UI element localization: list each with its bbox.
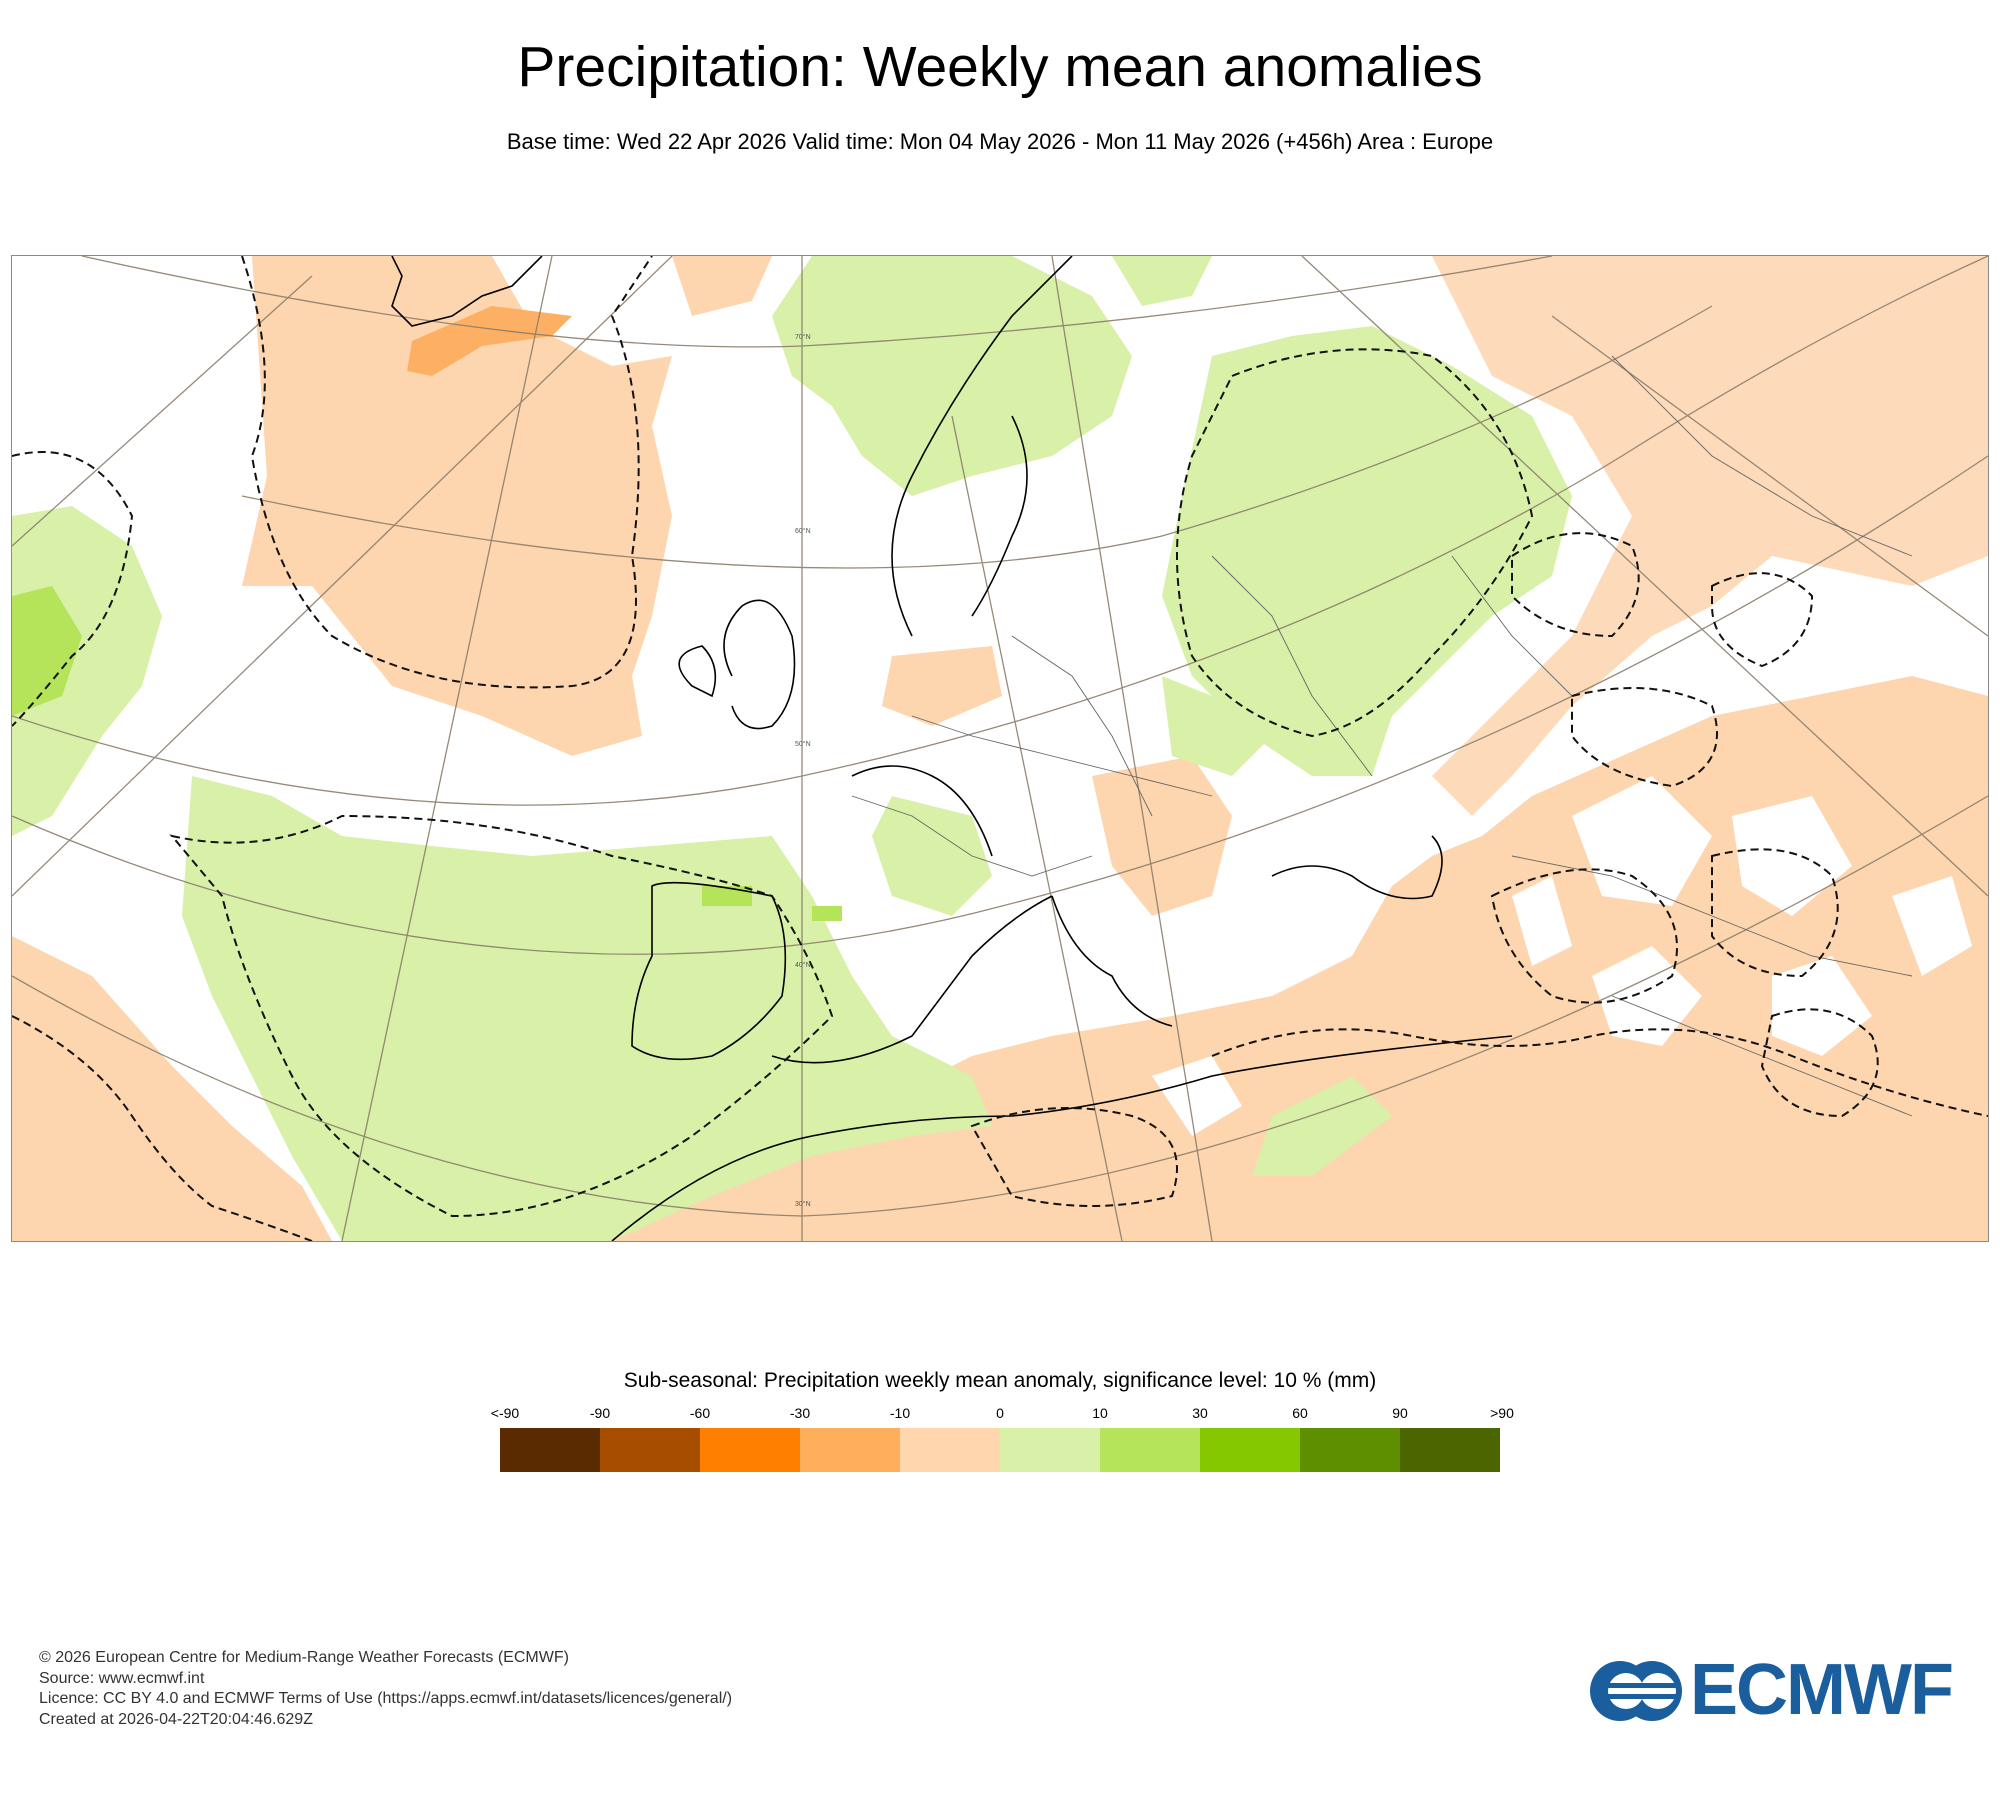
legend-tick: 10 xyxy=(1092,1405,1108,1421)
lat-label-70: 70°N xyxy=(795,334,811,341)
legend-swatch-0 xyxy=(500,1428,600,1472)
licence-line: Licence: CC BY 4.0 and ECMWF Terms of Us… xyxy=(39,1690,733,1707)
legend-title: Sub-seasonal: Precipitation weekly mean … xyxy=(623,1369,1377,1392)
chart-subtitle: Base time: Wed 22 Apr 2026 Valid time: M… xyxy=(506,129,1494,154)
created-line: Created at 2026-04-22T20:04:46.629Z xyxy=(39,1710,313,1728)
anomaly-map: 70°N 60°N 50°N 40°N 30°N xyxy=(11,255,1989,1242)
legend-swatch-6 xyxy=(1100,1428,1200,1472)
lat-label-40: 40°N xyxy=(795,962,811,969)
coastlines xyxy=(391,256,1513,1241)
ecmwf-logo-text: ECMWF xyxy=(1690,1650,1954,1730)
legend-swatch-1 xyxy=(600,1428,700,1472)
legend-swatch-5 xyxy=(1000,1428,1100,1472)
legend-swatch-3 xyxy=(800,1428,900,1472)
graticule xyxy=(12,256,1988,1241)
legend-swatch-9 xyxy=(1400,1428,1500,1472)
legend-tick: 90 xyxy=(1392,1405,1408,1421)
dry-medium-areas xyxy=(407,306,572,376)
legend-tick: -10 xyxy=(889,1405,911,1421)
lat-label-50: 50°N xyxy=(795,741,811,748)
legend-tick: -90 xyxy=(589,1405,611,1421)
legend-tick: 60 xyxy=(1292,1405,1308,1421)
wet-anomaly-areas xyxy=(12,256,1572,1241)
neutral-patches xyxy=(1152,776,1972,1136)
lat-label-60: 60°N xyxy=(795,528,811,535)
legend-swatch-4 xyxy=(900,1428,1000,1472)
legend-tick: 0 xyxy=(996,1405,1004,1421)
footer: © 2026 European Centre for Medium-Range … xyxy=(39,1648,732,1730)
legend-tick: -60 xyxy=(689,1405,711,1421)
legend-colorbar xyxy=(500,1428,1500,1472)
chart-title: Precipitation: Weekly mean anomalies xyxy=(517,35,1483,99)
legend-ticks: <-90 -90 -60 -30 -10 0 10 30 60 90 >90 xyxy=(491,1405,1514,1425)
legend-tick: -30 xyxy=(789,1405,811,1421)
ecmwf-logo: ECMWF xyxy=(1588,1650,1968,1730)
legend-swatch-8 xyxy=(1300,1428,1400,1472)
legend-swatch-2 xyxy=(700,1428,800,1472)
legend-tick: 30 xyxy=(1192,1405,1208,1421)
ecmwf-logo-icon xyxy=(1590,1661,1682,1721)
legend-tick: >90 xyxy=(1490,1405,1514,1421)
significance-contours xyxy=(12,256,1988,1241)
legend-swatch-7 xyxy=(1200,1428,1300,1472)
source-line: Source: www.ecmwf.int xyxy=(39,1669,205,1687)
wet-medium-areas xyxy=(12,586,842,921)
lat-label-30: 30°N xyxy=(795,1201,811,1208)
legend-tick: <-90 xyxy=(490,1405,520,1421)
map-canvas xyxy=(12,256,1988,1241)
copyright-line: © 2026 European Centre for Medium-Range … xyxy=(39,1649,569,1666)
